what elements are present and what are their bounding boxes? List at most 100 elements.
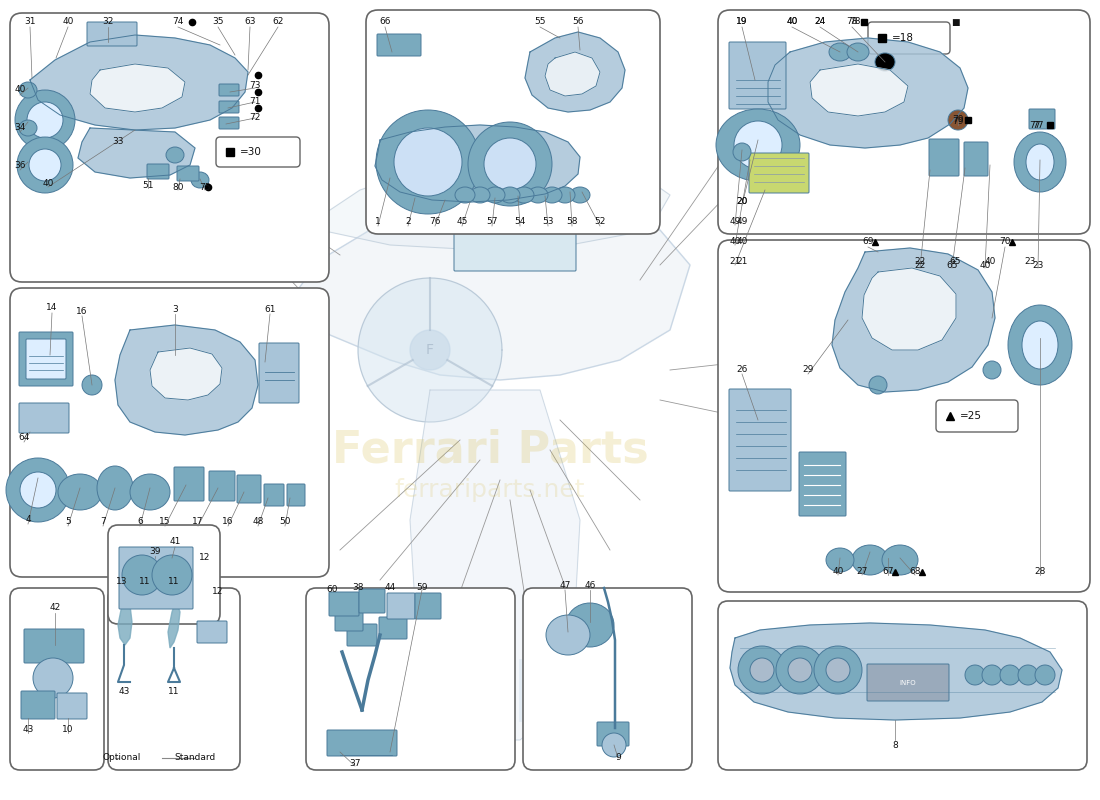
Text: 52: 52 — [594, 218, 606, 226]
Text: 44: 44 — [384, 582, 396, 591]
FancyBboxPatch shape — [24, 629, 84, 663]
Text: 19: 19 — [736, 18, 748, 26]
Ellipse shape — [1026, 144, 1054, 180]
Polygon shape — [118, 590, 132, 645]
Text: 59: 59 — [416, 582, 428, 591]
Text: 57: 57 — [486, 218, 497, 226]
FancyBboxPatch shape — [306, 588, 515, 770]
Ellipse shape — [826, 548, 854, 572]
Ellipse shape — [1008, 305, 1072, 385]
Ellipse shape — [82, 375, 102, 395]
Ellipse shape — [566, 603, 614, 647]
Ellipse shape — [948, 110, 968, 130]
Ellipse shape — [166, 147, 184, 163]
Text: 43: 43 — [119, 687, 130, 697]
FancyBboxPatch shape — [177, 166, 199, 181]
FancyBboxPatch shape — [359, 589, 385, 613]
Text: 39: 39 — [150, 547, 161, 557]
FancyBboxPatch shape — [19, 332, 73, 386]
Text: 40: 40 — [786, 18, 798, 26]
Text: 11: 11 — [140, 578, 151, 586]
Text: 12: 12 — [212, 587, 223, 597]
Text: 73: 73 — [250, 81, 261, 90]
FancyBboxPatch shape — [718, 240, 1090, 592]
Text: 1: 1 — [375, 218, 381, 226]
FancyBboxPatch shape — [264, 484, 284, 506]
Ellipse shape — [58, 474, 102, 510]
Text: 4: 4 — [25, 515, 31, 525]
Text: 40: 40 — [729, 238, 740, 246]
Polygon shape — [78, 128, 195, 178]
FancyBboxPatch shape — [379, 617, 407, 639]
FancyBboxPatch shape — [19, 403, 69, 433]
FancyBboxPatch shape — [799, 452, 846, 516]
Ellipse shape — [814, 646, 862, 694]
Ellipse shape — [829, 43, 851, 61]
FancyBboxPatch shape — [377, 34, 421, 56]
Text: ferrariparts.net: ferrariparts.net — [395, 478, 585, 502]
Text: 49: 49 — [729, 218, 740, 226]
Text: 79: 79 — [953, 115, 964, 125]
Text: 16: 16 — [222, 518, 233, 526]
Polygon shape — [410, 330, 450, 370]
Ellipse shape — [394, 128, 462, 196]
FancyBboxPatch shape — [522, 588, 692, 770]
Ellipse shape — [546, 615, 590, 655]
Text: 24: 24 — [814, 18, 826, 26]
Ellipse shape — [484, 138, 536, 190]
FancyBboxPatch shape — [749, 153, 808, 193]
Text: 20: 20 — [736, 198, 748, 206]
Ellipse shape — [882, 545, 918, 575]
Text: 40: 40 — [736, 238, 748, 246]
Text: 48: 48 — [252, 518, 264, 526]
Text: 10: 10 — [63, 726, 74, 734]
Text: 40: 40 — [786, 18, 798, 26]
Text: 80: 80 — [173, 182, 184, 191]
FancyBboxPatch shape — [87, 22, 138, 46]
FancyBboxPatch shape — [57, 693, 87, 719]
Text: 61: 61 — [264, 306, 276, 314]
Text: 49: 49 — [736, 218, 748, 226]
Ellipse shape — [750, 658, 774, 682]
Ellipse shape — [874, 53, 895, 71]
FancyBboxPatch shape — [287, 484, 305, 506]
Text: 77: 77 — [1030, 121, 1041, 130]
Text: 12: 12 — [199, 554, 211, 562]
Text: 16: 16 — [76, 307, 88, 317]
Ellipse shape — [485, 187, 505, 203]
Text: 37: 37 — [350, 758, 361, 767]
Text: 6: 6 — [138, 518, 143, 526]
Text: 77: 77 — [1032, 121, 1044, 130]
FancyBboxPatch shape — [415, 593, 441, 619]
Polygon shape — [544, 52, 600, 96]
Ellipse shape — [152, 555, 192, 595]
Text: INFO: INFO — [900, 680, 916, 686]
FancyBboxPatch shape — [197, 621, 227, 643]
Text: 60: 60 — [327, 586, 338, 594]
Ellipse shape — [19, 82, 37, 98]
Polygon shape — [168, 600, 180, 648]
Ellipse shape — [29, 149, 60, 181]
Text: Ferrari Parts: Ferrari Parts — [331, 429, 648, 471]
Text: 8: 8 — [892, 741, 898, 750]
Ellipse shape — [97, 466, 133, 510]
Text: 36: 36 — [14, 161, 25, 170]
Ellipse shape — [826, 658, 850, 682]
Polygon shape — [30, 35, 248, 130]
FancyBboxPatch shape — [327, 730, 397, 756]
Ellipse shape — [122, 555, 162, 595]
Text: 40: 40 — [14, 86, 25, 94]
Text: 40: 40 — [833, 567, 844, 577]
Ellipse shape — [1014, 132, 1066, 192]
Ellipse shape — [191, 172, 209, 188]
Text: 19: 19 — [736, 18, 748, 26]
Text: 26: 26 — [736, 366, 748, 374]
FancyBboxPatch shape — [718, 601, 1087, 770]
Ellipse shape — [738, 646, 786, 694]
Polygon shape — [768, 38, 968, 148]
Text: 54: 54 — [515, 218, 526, 226]
Text: 71: 71 — [250, 98, 261, 106]
Text: 7: 7 — [100, 518, 106, 526]
FancyBboxPatch shape — [174, 467, 204, 501]
Text: ■: ■ — [950, 18, 959, 26]
